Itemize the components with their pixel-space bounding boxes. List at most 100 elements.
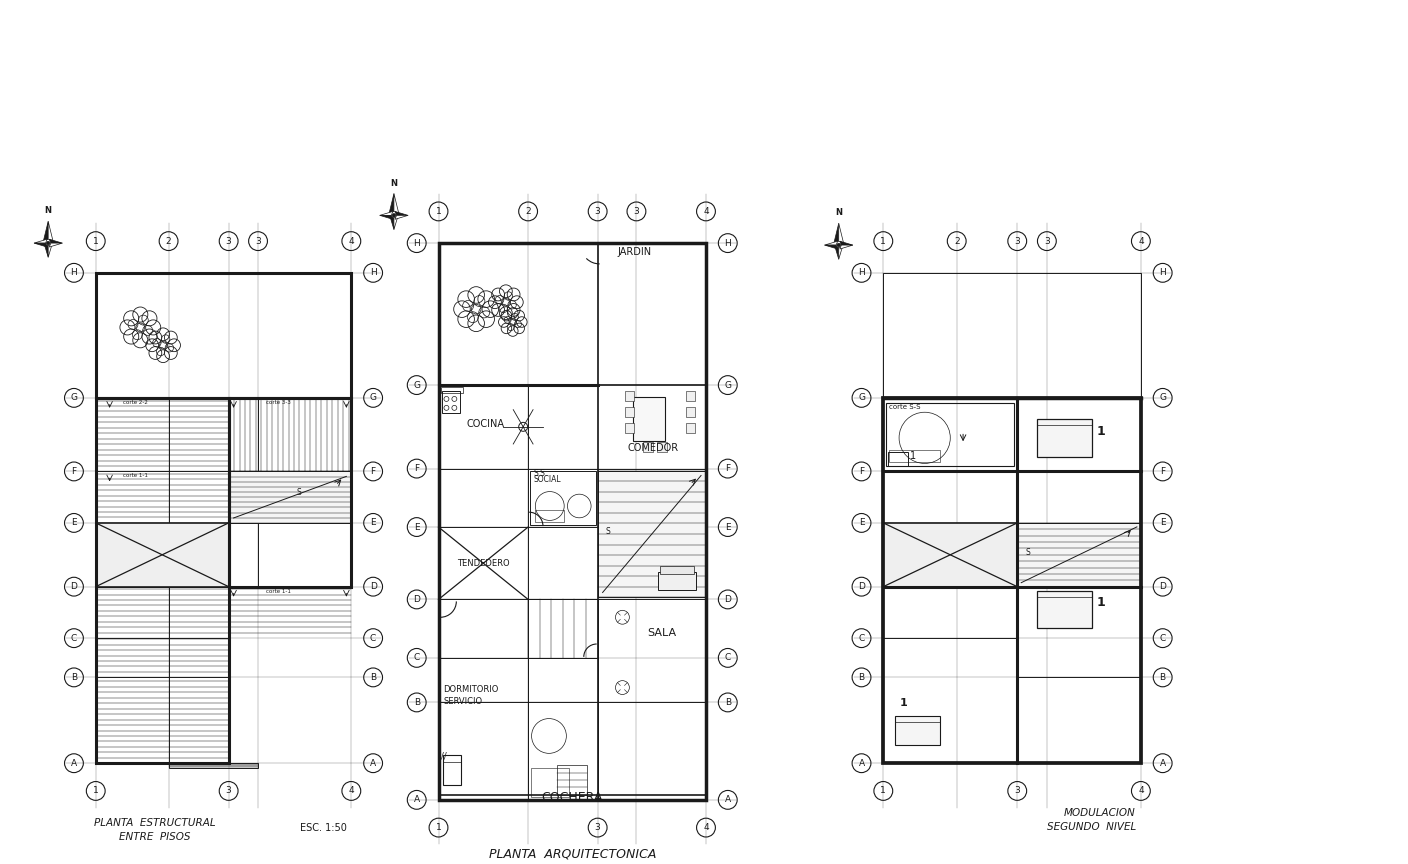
Bar xyxy=(96,523,228,587)
Text: COCHERA: COCHERA xyxy=(542,791,603,804)
Text: H: H xyxy=(1159,269,1166,277)
Polygon shape xyxy=(34,243,46,247)
Text: 4: 4 xyxy=(349,786,355,796)
Circle shape xyxy=(836,244,841,247)
Text: 3: 3 xyxy=(225,786,231,796)
Text: F: F xyxy=(859,467,865,476)
Bar xyxy=(883,398,1140,763)
Bar xyxy=(634,397,665,441)
Text: D: D xyxy=(370,582,376,591)
Bar xyxy=(442,391,460,413)
Text: 1: 1 xyxy=(1097,425,1105,438)
Polygon shape xyxy=(839,241,853,245)
Text: JARDIN: JARDIN xyxy=(618,247,652,257)
Text: SALA: SALA xyxy=(648,628,676,638)
Bar xyxy=(686,422,694,433)
Text: F: F xyxy=(1160,467,1166,476)
Circle shape xyxy=(46,241,49,245)
Text: 1: 1 xyxy=(1097,596,1105,609)
Text: H: H xyxy=(370,269,376,277)
Text: 4: 4 xyxy=(703,206,708,216)
Bar xyxy=(169,763,258,768)
Polygon shape xyxy=(48,245,52,257)
Text: N: N xyxy=(835,208,842,218)
Bar xyxy=(1017,523,1140,587)
Bar xyxy=(625,407,635,417)
Bar xyxy=(686,407,694,417)
Text: //: // xyxy=(442,751,448,760)
Bar xyxy=(96,273,352,398)
Bar xyxy=(660,566,694,574)
Text: C: C xyxy=(370,633,376,643)
Polygon shape xyxy=(396,215,408,219)
Text: PLANTA  ARQUITECTONICA: PLANTA ARQUITECTONICA xyxy=(489,848,656,861)
Bar xyxy=(228,472,352,523)
Bar xyxy=(659,572,696,589)
Text: A: A xyxy=(725,796,731,804)
Text: H: H xyxy=(724,238,731,248)
Bar xyxy=(529,471,596,525)
Bar xyxy=(658,442,667,452)
Polygon shape xyxy=(396,212,408,215)
Text: D: D xyxy=(414,595,420,604)
Text: B: B xyxy=(859,673,865,682)
Text: H: H xyxy=(857,269,865,277)
Text: 1: 1 xyxy=(93,786,99,796)
Bar xyxy=(886,403,1014,467)
Text: F: F xyxy=(414,464,420,473)
Text: A: A xyxy=(414,796,420,804)
Polygon shape xyxy=(44,221,48,241)
Text: COMEDOR: COMEDOR xyxy=(628,442,679,453)
Text: A: A xyxy=(370,759,376,768)
Polygon shape xyxy=(825,241,838,245)
Text: E: E xyxy=(414,523,420,531)
Text: 4: 4 xyxy=(703,823,708,832)
Text: E: E xyxy=(725,523,731,531)
Text: TENDEDERO: TENDEDERO xyxy=(458,559,510,568)
Text: 3: 3 xyxy=(594,206,601,216)
Bar xyxy=(883,523,1017,587)
Text: G: G xyxy=(370,393,376,403)
Text: S: S xyxy=(1025,548,1029,556)
Polygon shape xyxy=(380,212,393,215)
Bar xyxy=(643,442,653,452)
Polygon shape xyxy=(389,194,394,213)
Text: 2: 2 xyxy=(166,237,172,245)
Polygon shape xyxy=(49,243,62,247)
Text: 3: 3 xyxy=(1014,237,1021,245)
Text: S: S xyxy=(296,487,301,497)
Text: 3: 3 xyxy=(634,206,639,216)
Text: C: C xyxy=(1160,633,1166,643)
Polygon shape xyxy=(835,246,839,259)
Bar xyxy=(890,450,941,461)
Text: E: E xyxy=(72,518,77,527)
Polygon shape xyxy=(34,239,46,243)
Text: D: D xyxy=(70,582,77,591)
Text: MODULACION
SEGUNDO  NIVEL: MODULACION SEGUNDO NIVEL xyxy=(1046,808,1136,832)
Polygon shape xyxy=(49,239,62,243)
Text: 1: 1 xyxy=(93,237,99,245)
Bar xyxy=(535,511,563,523)
Text: A: A xyxy=(859,759,865,768)
Bar xyxy=(528,658,597,800)
Text: B: B xyxy=(70,673,77,682)
Text: G: G xyxy=(413,380,420,390)
Text: F: F xyxy=(370,467,376,476)
Text: PLANTA  ESTRUCTURAL
ENTRE  PISOS: PLANTA ESTRUCTURAL ENTRE PISOS xyxy=(94,817,215,842)
Text: G: G xyxy=(1159,393,1166,403)
Bar xyxy=(1038,419,1091,456)
Polygon shape xyxy=(839,246,842,259)
Polygon shape xyxy=(825,245,838,249)
Text: F: F xyxy=(72,467,76,476)
Text: B: B xyxy=(370,673,376,682)
Text: corte 1-1: corte 1-1 xyxy=(266,588,291,594)
Text: E: E xyxy=(1160,518,1166,527)
Text: D: D xyxy=(1159,582,1166,591)
Text: SOCIAL: SOCIAL xyxy=(534,475,560,485)
Bar xyxy=(597,471,705,597)
Bar xyxy=(444,755,462,785)
Text: DORMITORIO: DORMITORIO xyxy=(444,684,498,694)
Text: 1: 1 xyxy=(880,786,886,796)
Text: N: N xyxy=(45,206,52,215)
Text: 2: 2 xyxy=(525,206,531,216)
